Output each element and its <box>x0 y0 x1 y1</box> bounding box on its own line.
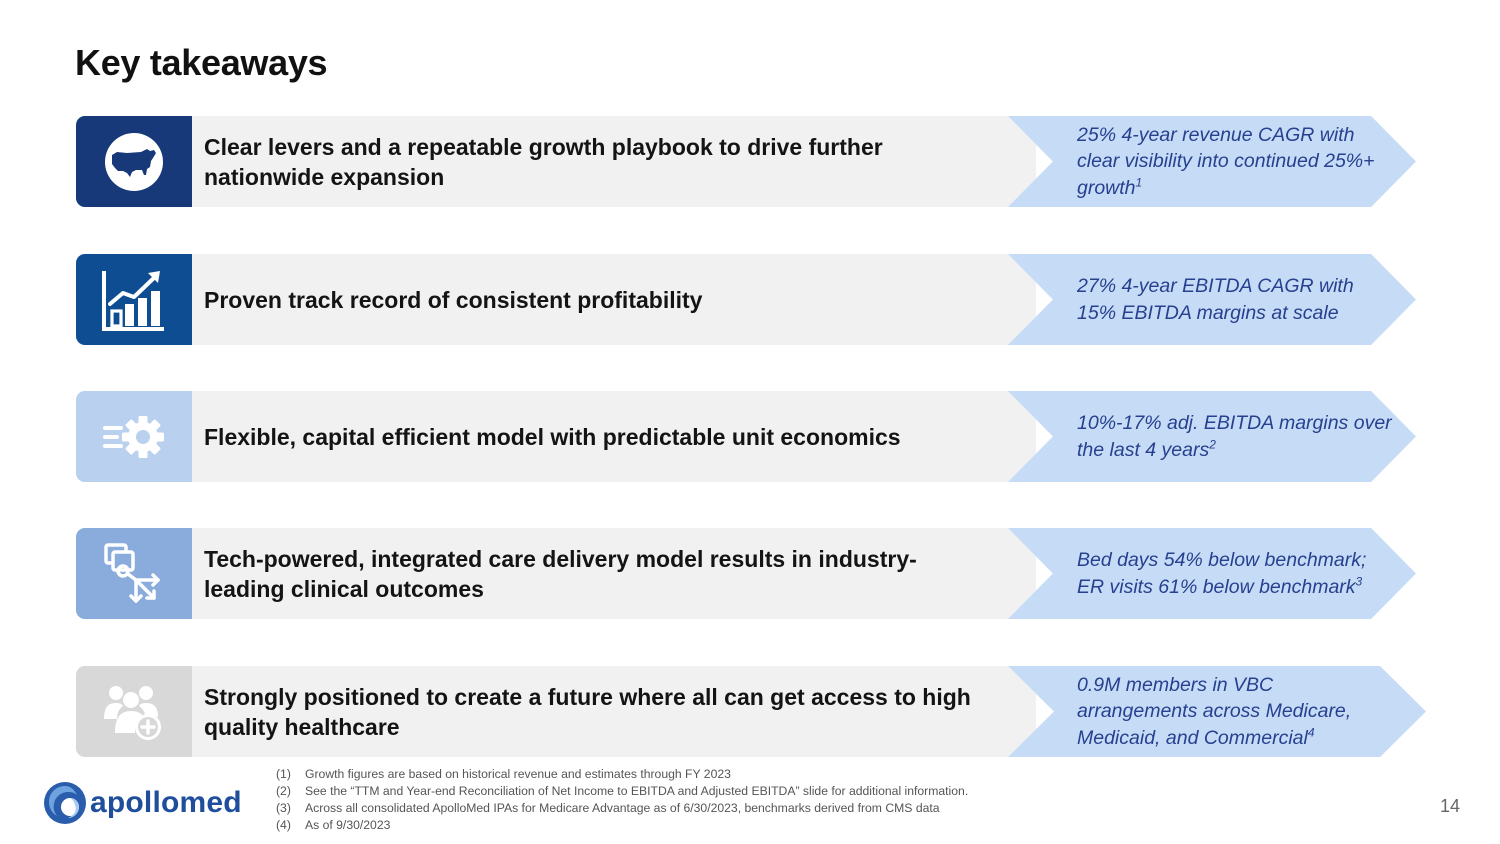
takeaway-headline: Clear levers and a repeatable growth pla… <box>204 133 883 190</box>
gear-speed-icon <box>103 415 164 458</box>
takeaway-bar <box>76 116 1036 207</box>
stat-text: 0.9M members in VBC arrangements across … <box>1077 673 1352 749</box>
stat-text: 25% 4-year revenue CAGR with clear visib… <box>1077 123 1375 199</box>
icon-tile <box>76 528 192 619</box>
footnote: (1) Growth figures are based on historica… <box>276 766 968 783</box>
stat-chevron <box>1008 666 1426 757</box>
footnotes: (1) Growth figures are based on historica… <box>276 766 968 834</box>
takeaway-row-1: Clear levers and a repeatable growth pla… <box>76 116 1426 207</box>
integration-arrows-icon <box>104 542 160 603</box>
usa-map-icon <box>105 132 163 191</box>
takeaway-headline: Strongly positioned to create a future w… <box>204 683 971 740</box>
takeaway-row-2: Proven track record of consistent profit… <box>76 254 1426 345</box>
footnote-text: Growth figures are based on historical r… <box>305 767 731 781</box>
stat-text: Bed days 54% below benchmark; ER visits … <box>1077 549 1367 598</box>
takeaway-bar <box>76 528 1036 619</box>
footnote-text: Across all consolidated ApolloMed IPAs f… <box>305 801 940 815</box>
footnote-number: (4) <box>276 818 291 832</box>
stat-chevron <box>1008 391 1416 482</box>
takeaway-row-3: Flexible, capital efficient model with p… <box>76 391 1426 482</box>
takeaway-row-4: Tech-powered, integrated care delivery m… <box>76 528 1426 619</box>
logo-wordmark: apollomed <box>90 786 242 819</box>
growth-chart-icon <box>102 270 164 331</box>
footnote-number: (3) <box>276 801 291 815</box>
page-title: Key takeaways <box>75 42 328 83</box>
page-number: 14 <box>1440 796 1461 816</box>
takeaway-stat: Bed days 54% below benchmark; ER visits … <box>1077 528 1397 619</box>
takeaway-stat: 27% 4-year EBITDA CAGR with 15% EBITDA m… <box>1077 254 1397 345</box>
footnote-number: (2) <box>276 784 291 798</box>
apollomed-logo: apollomed <box>42 780 272 826</box>
stat-chevron <box>1008 116 1416 207</box>
icon-tile <box>76 391 192 482</box>
footnote-ref: 1 <box>1135 175 1143 190</box>
takeaway-stat: 10%-17% adj. EBITDA margins over the las… <box>1077 391 1397 482</box>
takeaway-bar <box>76 666 1036 757</box>
footnote-ref: 3 <box>1355 574 1363 588</box>
takeaway-row-5: Strongly positioned to create a future w… <box>76 666 1426 757</box>
people-health-plus-icon <box>104 685 161 740</box>
footnote: (2) See the “TTM and Year-end Reconciliat… <box>276 783 968 800</box>
icon-tile <box>76 116 192 207</box>
stat-text: 27% 4-year EBITDA CAGR with 15% EBITDA m… <box>1077 275 1354 324</box>
apollomed-logo-icon <box>44 782 86 824</box>
footnote-ref: 2 <box>1209 437 1216 451</box>
icon-tile <box>76 254 192 345</box>
takeaway-headline: Proven track record of consistent profit… <box>204 286 703 313</box>
footnote-number: (1) <box>276 767 291 781</box>
footnote-text: See the “TTM and Year-end Reconciliation… <box>305 784 969 798</box>
footnote-ref: 4 <box>1307 725 1315 740</box>
takeaway-headline: Flexible, capital efficient model with p… <box>204 423 901 450</box>
takeaway-headline: Tech-powered, integrated care delivery m… <box>204 545 917 602</box>
stat-chevron <box>1008 528 1416 619</box>
footnote: (4) As of 9/30/2023 <box>276 817 968 834</box>
footnote: (3) Across all consolidated ApolloMed IPA… <box>276 800 968 817</box>
takeaway-stat: 0.9M members in VBC arrangements across … <box>1077 666 1397 757</box>
footnote-text: As of 9/30/2023 <box>305 818 391 832</box>
stat-text: 10%-17% adj. EBITDA margins over the las… <box>1077 412 1392 461</box>
takeaway-bar <box>76 391 1036 482</box>
stat-chevron <box>1008 254 1416 345</box>
takeaway-stat: 25% 4-year revenue CAGR with clear visib… <box>1077 116 1397 207</box>
icon-tile <box>76 666 192 757</box>
takeaway-bar <box>76 254 1036 345</box>
